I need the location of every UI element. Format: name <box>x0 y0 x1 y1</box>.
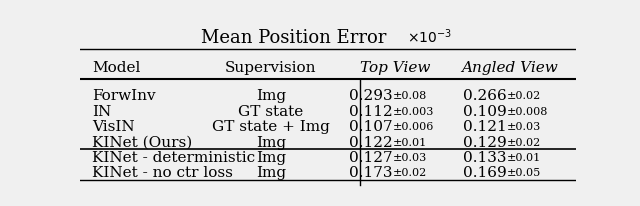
Text: ±0.08: ±0.08 <box>392 91 427 101</box>
Text: 0.129: 0.129 <box>463 135 507 149</box>
Text: ±0.008: ±0.008 <box>507 106 548 116</box>
Text: ±0.05: ±0.05 <box>507 167 541 178</box>
Text: Img: Img <box>256 89 286 103</box>
Text: ±0.03: ±0.03 <box>392 152 427 162</box>
Text: KINet (Ours): KINet (Ours) <box>92 135 193 149</box>
Text: GT state + Img: GT state + Img <box>212 119 330 133</box>
Text: ±0.02: ±0.02 <box>507 137 541 147</box>
Text: 0.293: 0.293 <box>349 89 392 103</box>
Text: Angled View: Angled View <box>461 61 557 75</box>
Text: Model: Model <box>92 61 141 75</box>
Text: ±0.01: ±0.01 <box>392 137 427 147</box>
Text: ForwInv: ForwInv <box>92 89 156 103</box>
Text: 0.121: 0.121 <box>463 119 507 133</box>
Text: VisIN: VisIN <box>92 119 135 133</box>
Text: Img: Img <box>256 150 286 164</box>
Text: ±0.006: ±0.006 <box>392 122 434 131</box>
Text: Img: Img <box>256 166 286 179</box>
Text: ±0.01: ±0.01 <box>507 152 541 162</box>
Text: 0.133: 0.133 <box>463 150 507 164</box>
Text: Img: Img <box>256 135 286 149</box>
Text: Supervision: Supervision <box>225 61 317 75</box>
Text: IN: IN <box>92 104 111 118</box>
Text: ±0.003: ±0.003 <box>392 106 434 116</box>
Text: 0.173: 0.173 <box>349 166 392 179</box>
Text: 0.122: 0.122 <box>349 135 392 149</box>
Text: KINet - no ctr loss: KINet - no ctr loss <box>92 166 233 179</box>
Text: $\times10^{-3}$: $\times10^{-3}$ <box>408 27 452 46</box>
Text: 0.266: 0.266 <box>463 89 507 103</box>
Text: ±0.02: ±0.02 <box>392 167 427 178</box>
Text: Mean Position Error: Mean Position Error <box>200 29 386 47</box>
Text: 0.127: 0.127 <box>349 150 392 164</box>
Text: KINet - deterministic: KINet - deterministic <box>92 150 255 164</box>
Text: 0.107: 0.107 <box>349 119 392 133</box>
Text: ±0.02: ±0.02 <box>507 91 541 101</box>
Text: GT state: GT state <box>238 104 303 118</box>
Text: 0.109: 0.109 <box>463 104 507 118</box>
Text: Top View: Top View <box>360 61 430 75</box>
Text: 0.112: 0.112 <box>349 104 392 118</box>
Text: ±0.03: ±0.03 <box>507 122 541 131</box>
Text: 0.169: 0.169 <box>463 166 507 179</box>
